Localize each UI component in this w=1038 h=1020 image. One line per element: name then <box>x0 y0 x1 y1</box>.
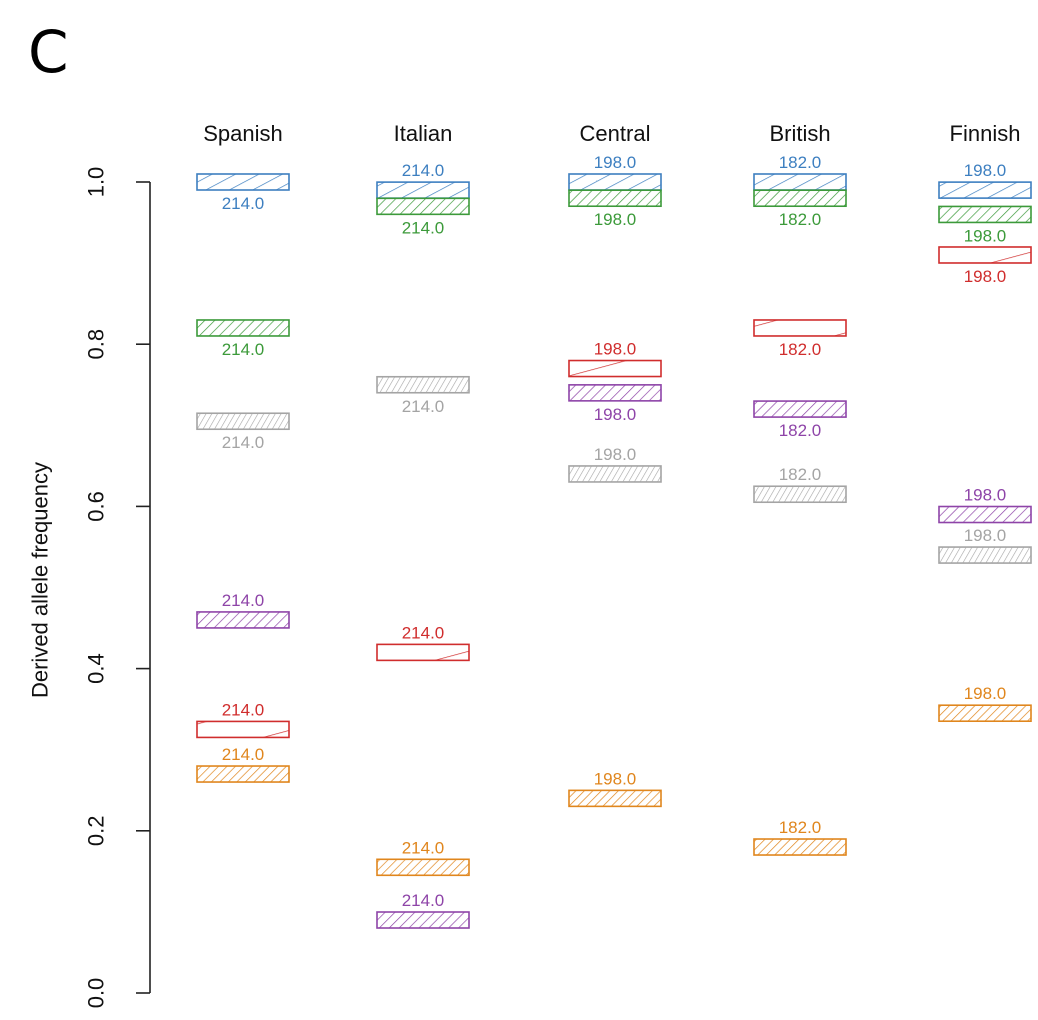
gray-label-british: 182.0 <box>779 465 822 484</box>
blue-label-british: 182.0 <box>779 153 822 172</box>
purple-mark-finnish <box>938 505 1032 524</box>
population-label-italian: Italian <box>394 121 453 146</box>
green-label-british: 182.0 <box>779 210 822 229</box>
blue-mark-italian <box>376 181 470 199</box>
blue-mark-central <box>568 173 662 191</box>
red-mark-finnish <box>938 246 1032 264</box>
blue-label-central: 198.0 <box>594 153 637 172</box>
orange-label-finnish: 198.0 <box>964 684 1007 703</box>
population-label-british: British <box>769 121 830 146</box>
orange-label-british: 182.0 <box>779 818 822 837</box>
frequency-marks: 214.0 214.0 198.0 182.0 198.0 214.0 214.0 198.0… <box>196 153 1032 929</box>
gray-mark-finnish <box>938 546 1032 564</box>
gray-mark-british <box>753 485 847 504</box>
red-mark-british <box>753 319 847 337</box>
green-label-spanish: 214.0 <box>222 340 265 359</box>
gray-label-central: 198.0 <box>594 445 637 464</box>
gray-label-finnish: 198.0 <box>964 526 1007 545</box>
red-label-italian: 214.0 <box>402 623 445 642</box>
orange-mark-british <box>753 838 847 856</box>
y-tick-label: 1.0 <box>84 167 109 198</box>
orange-label-italian: 214.0 <box>402 838 445 857</box>
population-label-spanish: Spanish <box>203 121 283 146</box>
green-mark-central <box>568 189 662 208</box>
population-label-central: Central <box>580 121 651 146</box>
y-axis-title: Derived allele frequency <box>28 462 53 698</box>
purple-label-finnish: 198.0 <box>964 486 1007 505</box>
y-tick-label: 0.8 <box>84 329 109 360</box>
green-mark-spanish <box>196 319 290 337</box>
purple-mark-central <box>568 384 662 402</box>
green-mark-british <box>753 189 847 208</box>
orange-mark-central <box>568 789 662 808</box>
y-tick-label: 0.4 <box>84 653 109 684</box>
purple-mark-italian <box>376 911 470 929</box>
y-axis: 0.0 0.2 0.4 0.6 0.8 1.0 Derived allele frequen… <box>28 167 151 1009</box>
blue-mark-spanish <box>196 173 290 191</box>
green-label-finnish: 198.0 <box>964 226 1007 245</box>
red-label-british: 182.0 <box>779 340 822 359</box>
blue-label-italian: 214.0 <box>402 161 445 180</box>
panel-label: C <box>28 18 69 86</box>
blue-mark-finnish <box>938 181 1032 199</box>
blue-label-finnish: 198.0 <box>964 161 1007 180</box>
red-label-spanish: 214.0 <box>222 700 265 719</box>
gray-mark-spanish <box>196 412 290 431</box>
green-mark-italian <box>376 197 470 216</box>
blue-mark-british <box>753 173 847 191</box>
blue-label-spanish: 214.0 <box>222 194 265 213</box>
purple-mark-british <box>753 400 847 418</box>
green-mark-finnish <box>938 205 1032 224</box>
red-mark-spanish <box>196 720 290 739</box>
purple-label-spanish: 214.0 <box>222 591 265 610</box>
green-label-central: 198.0 <box>594 210 637 229</box>
gray-label-italian: 214.0 <box>402 397 445 416</box>
population-headers: Spanish Italian Central British Finnish <box>203 121 1020 146</box>
purple-label-british: 182.0 <box>779 421 822 440</box>
gray-mark-central <box>568 465 662 483</box>
red-mark-central <box>568 359 662 378</box>
y-tick-label: 0.2 <box>84 816 109 847</box>
population-label-finnish: Finnish <box>950 121 1021 146</box>
orange-mark-finnish <box>938 704 1032 723</box>
orange-mark-italian <box>376 858 470 877</box>
red-label-central: 198.0 <box>594 340 637 359</box>
y-tick-label: 0.0 <box>84 978 109 1009</box>
green-label-italian: 214.0 <box>402 218 445 237</box>
y-tick-label: 0.6 <box>84 491 109 522</box>
purple-label-italian: 214.0 <box>402 891 445 910</box>
orange-mark-spanish <box>196 765 290 783</box>
purple-label-central: 198.0 <box>594 405 637 424</box>
orange-label-spanish: 214.0 <box>222 745 265 764</box>
red-label-finnish: 198.0 <box>964 267 1007 286</box>
purple-mark-spanish <box>196 611 290 629</box>
red-mark-italian <box>376 643 470 662</box>
orange-label-central: 198.0 <box>594 769 637 788</box>
gray-label-spanish: 214.0 <box>222 433 265 452</box>
gray-mark-italian <box>376 375 470 394</box>
